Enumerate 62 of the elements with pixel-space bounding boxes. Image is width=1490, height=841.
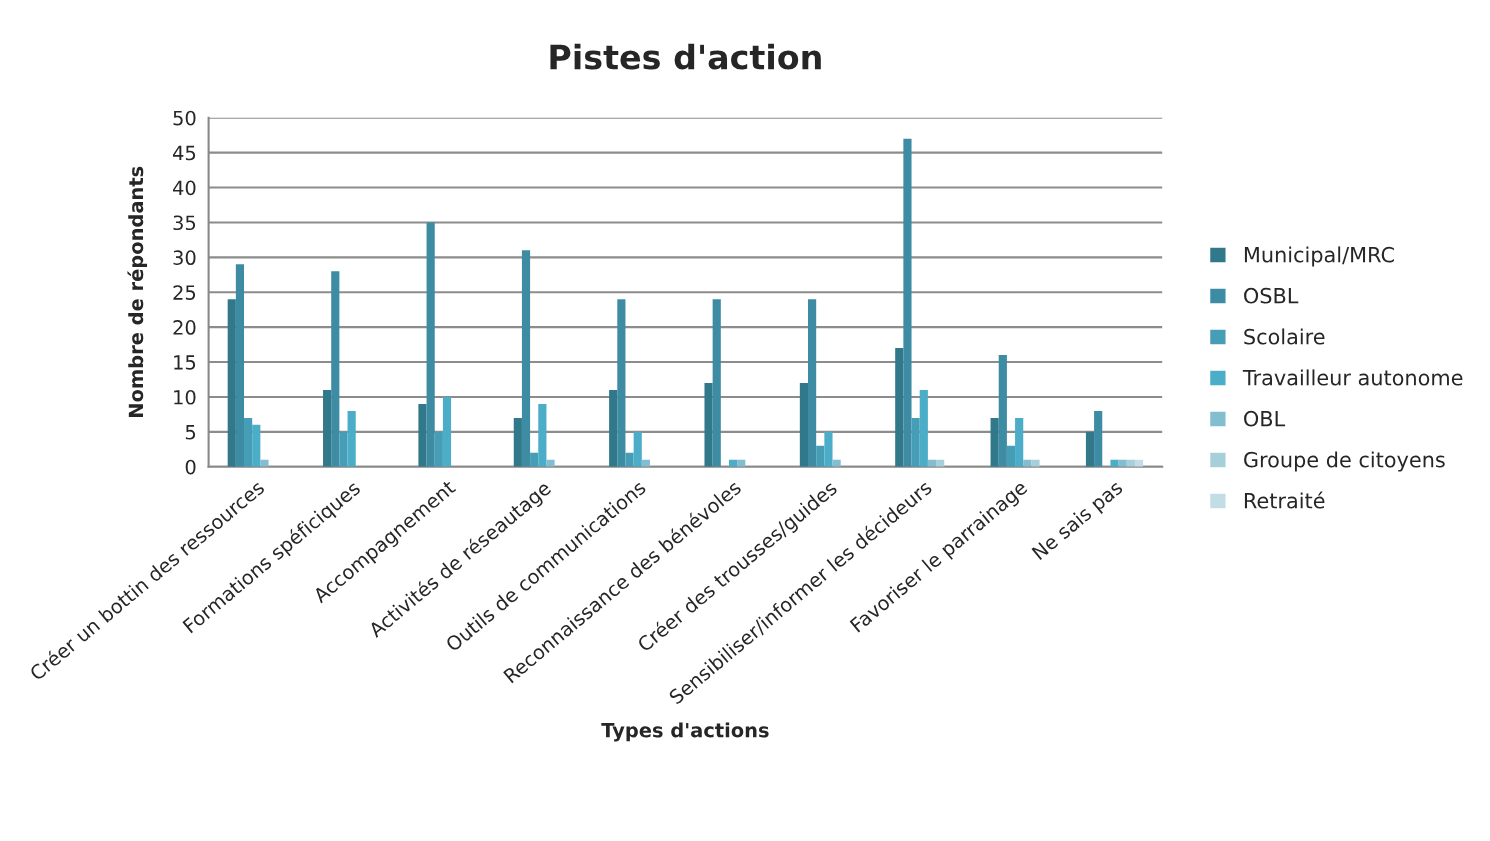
- legend-label: Groupe de citoyens: [1244, 451, 1445, 472]
- bar: [442, 396, 452, 467]
- bar: [799, 382, 809, 467]
- bar: [546, 459, 555, 467]
- bar: [418, 403, 427, 467]
- x-axis-title: Types d'actions: [601, 722, 769, 742]
- bar: [1094, 410, 1103, 467]
- bar: [347, 410, 356, 467]
- y-tick-label: 50: [173, 110, 196, 126]
- bar: [260, 459, 269, 467]
- y-axis-title: Nombre de répondants: [127, 166, 148, 417]
- y-tick-label: 5: [185, 425, 196, 440]
- bar: [323, 389, 332, 467]
- bar: [1110, 459, 1119, 467]
- legend-label: OBL: [1244, 410, 1286, 427]
- bar: [816, 445, 825, 467]
- bar: [808, 299, 817, 467]
- bar: [513, 417, 522, 467]
- bar: [434, 431, 443, 467]
- bar: [911, 417, 920, 467]
- bar: [252, 424, 261, 467]
- bar: [609, 389, 618, 467]
- bar: [1031, 459, 1040, 467]
- y-tick-label: 45: [173, 145, 196, 161]
- chart-title: Pistes d'action: [550, 43, 821, 70]
- legend-label: Travailleur autonome: [1242, 369, 1463, 386]
- y-tick-label: 20: [173, 320, 196, 335]
- bar: [538, 403, 547, 467]
- y-tick-label: 0: [185, 459, 196, 475]
- bar: [824, 431, 833, 467]
- bar: [426, 222, 435, 467]
- bar: [998, 355, 1007, 467]
- bar: [1085, 431, 1095, 467]
- bar: [919, 389, 928, 467]
- bar: [895, 348, 904, 467]
- x-tick-label: Ne sais pas: [1031, 479, 1126, 563]
- bar: [521, 250, 531, 467]
- y-tick-label: 30: [173, 250, 196, 266]
- bar: [990, 417, 999, 467]
- bar: [712, 299, 721, 467]
- bar: [530, 452, 539, 467]
- legend-label: OSBL: [1244, 287, 1299, 304]
- legend-label: Retraité: [1244, 491, 1325, 509]
- bar: [1006, 445, 1016, 467]
- bar: [244, 417, 253, 467]
- bar: [1015, 417, 1024, 467]
- bar: [339, 431, 348, 467]
- y-tick-label: 15: [174, 355, 196, 370]
- bar: [235, 264, 245, 467]
- bar: [633, 431, 642, 467]
- bar: [617, 299, 626, 467]
- y-tick-label: 35: [173, 215, 196, 231]
- bar: [331, 271, 340, 467]
- legend-label: Scolaire: [1244, 328, 1325, 345]
- bar: [704, 382, 713, 467]
- y-tick-label: 10: [174, 389, 196, 405]
- bar: [227, 299, 236, 467]
- y-tick-label: 40: [173, 180, 196, 196]
- bar: [903, 138, 912, 467]
- bar: [625, 452, 634, 467]
- legend-label: Municipal/MRC: [1244, 246, 1394, 267]
- y-tick-label: 25: [173, 285, 196, 300]
